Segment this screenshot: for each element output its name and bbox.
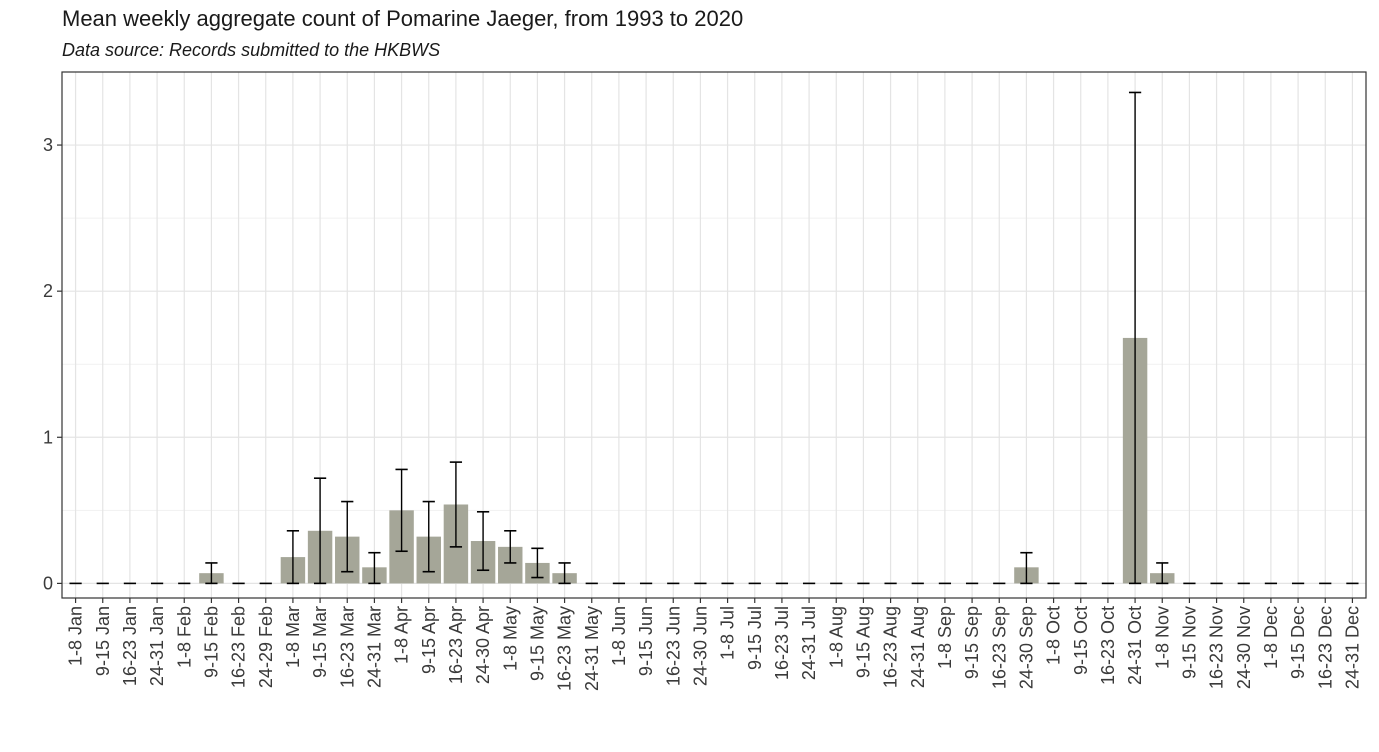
x-tick-label: 16-23 Nov [1207,606,1227,689]
x-tick-label: 24-31 Oct [1125,606,1145,685]
x-tick-label: 16-23 Mar [337,606,357,688]
x-tick-label: 16-23 Oct [1098,606,1118,685]
x-tick-label: 24-30 Nov [1234,606,1254,689]
x-tick-label: 1-8 Oct [1044,606,1064,665]
x-tick-label: 16-23 Apr [446,606,466,684]
y-tick-label: 1 [43,427,53,447]
chart-subtitle: Data source: Records submitted to the HK… [62,40,441,60]
y-tick-label: 2 [43,281,53,301]
x-tick-label: 16-23 Dec [1315,606,1335,689]
x-tick-label: 24-31 May [582,606,602,691]
x-tick-label: 1-8 Sep [935,606,955,669]
x-tick-label: 16-23 Sep [989,606,1009,689]
x-tick-label: 24-29 Feb [256,606,276,688]
error-bars [69,91,1359,585]
x-tick-label: 24-31 Jan [147,606,167,686]
x-tick-label: 24-31 Aug [908,606,928,688]
x-tick-label: 9-15 Dec [1288,606,1308,679]
x-tick-label: 16-23 May [555,606,575,691]
x-tick-label: 9-15 Apr [419,606,439,674]
x-tick-label: 9-15 Nov [1179,606,1199,679]
x-tick-label: 24-31 Mar [364,606,384,688]
x-tick-label: 24-30 Jun [690,606,710,686]
x-tick-label: 9-15 May [527,606,547,681]
x-tick-label: 16-23 Jan [120,606,140,686]
x-tick-label: 9-15 Mar [310,606,330,678]
x-tick-label: 1-8 Jan [66,606,86,666]
x-tick-label: 24-30 Sep [1016,606,1036,689]
x-tick-label: 1-8 Nov [1152,606,1172,669]
plot-panel [62,72,1366,598]
x-tick-label: 1-8 Feb [174,606,194,668]
x-tick-label: 24-31 Jul [799,606,819,680]
chart-title: Mean weekly aggregate count of Pomarine … [62,6,744,31]
x-tick-label: 1-8 May [500,606,520,671]
x-tick-label: 16-23 Aug [881,606,901,688]
x-tick-label: 16-23 Feb [229,606,249,688]
x-tick-label: 16-23 Jul [772,606,792,680]
x-tick-label: 1-8 Jun [609,606,629,666]
x-tick-label: 9-15 Jul [745,606,765,670]
x-tick-label: 24-30 Apr [473,606,493,684]
x-tick-label: 9-15 Jan [93,606,113,676]
plot-panel-border [61,71,1367,599]
grid-lines [62,72,1366,598]
x-tick-label: 1-8 Jul [718,606,738,660]
x-tick-label: 24-31 Dec [1342,606,1362,689]
x-tick-label: 9-15 Aug [853,606,873,678]
x-tick-label: 9-15 Sep [962,606,982,679]
x-tick-label: 9-15 Oct [1071,606,1091,675]
axes: 0 1 2 3 1-8 Jan 9-15 Jan 16-23 Jan 24-31 Jan 1-8… [43,135,1362,691]
x-tick-label: 1-8 Apr [392,606,412,664]
y-tick-label: 3 [43,135,53,155]
x-tick-label: 1-8 Aug [826,606,846,668]
x-tick-label: 1-8 Dec [1261,606,1281,669]
x-tick-label: 16-23 Jun [663,606,683,686]
x-tick-label: 1-8 Mar [283,606,303,668]
x-tick-label: 9-15 Jun [636,606,656,676]
y-tick-label: 0 [43,573,53,593]
x-tick-label: 9-15 Feb [201,606,221,678]
